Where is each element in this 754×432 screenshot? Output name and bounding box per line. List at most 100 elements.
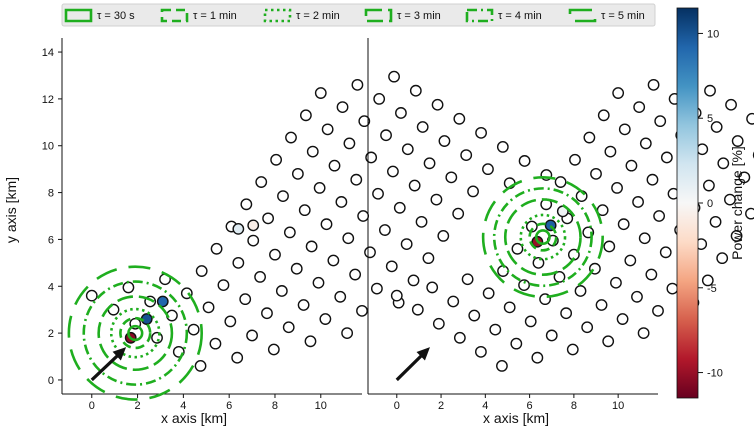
turbine-marker [637, 327, 650, 340]
turbine-marker [704, 84, 716, 97]
turbine-marker [618, 123, 631, 136]
turbine-marker [393, 201, 406, 214]
turbine-marker [482, 163, 494, 176]
turbine-marker [373, 92, 386, 105]
turbine-marker [358, 115, 371, 128]
turbine-marker [452, 207, 465, 220]
turbine-marker [379, 224, 391, 236]
turbine-marker [453, 331, 466, 344]
turbine-marker [554, 176, 567, 188]
turbine-marker [625, 159, 638, 172]
turbine-marker [632, 196, 644, 208]
turbine-marker [195, 265, 208, 277]
turbine-marker [246, 329, 258, 342]
turbine-marker [342, 232, 355, 245]
turbine-marker [298, 204, 311, 217]
turbine-marker [262, 212, 275, 225]
turbine-marker [270, 153, 283, 166]
turbine-marker [633, 101, 646, 113]
turbine-marker [321, 123, 334, 136]
turbine-marker [453, 112, 466, 125]
turbine-marker [254, 270, 266, 283]
legend-label-3min: τ = 3 min [397, 10, 441, 22]
legend-entry-3: τ = 3 min [364, 8, 441, 23]
turbine-marker [746, 112, 754, 125]
left-panel: y axis [km] x axis [km] 0 2 4 6 8 10 0 2 4 6 8 10 12… [3, 38, 553, 426]
x-tick-label: 8 [272, 400, 278, 412]
legend-symbol-4min [465, 8, 494, 23]
highlighted-turbine-marker [156, 295, 169, 308]
turbine-marker [652, 304, 664, 317]
turbine-marker [285, 131, 297, 144]
turbine-marker [624, 254, 637, 267]
turbine-marker [430, 193, 443, 206]
tau-circle [109, 307, 161, 359]
legend: τ = 30 s τ = 1 min τ = 2 min τ = 3 min τ… [61, 3, 656, 27]
x-tick-label: 2 [438, 400, 444, 412]
legend-entry-1: τ = 1 min [160, 8, 237, 23]
turbine-marker [380, 129, 392, 142]
turbine-marker [306, 145, 319, 158]
y-tick-label: 14 [42, 47, 54, 59]
turbine-marker [653, 210, 666, 222]
y-tick-label: 8 [48, 188, 54, 200]
turbine-marker [224, 315, 237, 328]
turbine-marker [438, 135, 451, 147]
wind-arrow-shaft [395, 352, 426, 382]
turbine-marker [710, 121, 723, 133]
turbine-marker [327, 254, 340, 267]
turbine-marker [616, 313, 629, 325]
turbine-marker [312, 276, 325, 289]
turbine-marker [231, 351, 244, 364]
turbine-marker [724, 193, 736, 206]
turbine-marker [290, 262, 303, 275]
tau-circle [528, 222, 558, 252]
turbine-marker [482, 287, 495, 300]
turbine-marker [336, 101, 349, 113]
turbine-marker [350, 173, 363, 186]
turbine-marker [496, 141, 509, 153]
colorbar-label: Power change [%] [729, 146, 745, 260]
turbine-marker [423, 157, 436, 170]
turbine-marker [122, 281, 135, 294]
turbine-marker [255, 176, 268, 188]
turbine-marker [475, 126, 487, 139]
turbine-marker [645, 268, 658, 281]
turbine-marker [395, 107, 407, 119]
turbine-marker [745, 207, 754, 220]
y-tick-label: 2 [48, 328, 54, 340]
turbine-marker [597, 109, 610, 122]
turbine-marker [422, 252, 435, 265]
turbine-marker [343, 137, 356, 150]
turbine-marker [390, 289, 403, 302]
turbine-marker [334, 290, 347, 303]
turbine-marker [409, 84, 422, 97]
turbine-marker [703, 179, 715, 192]
y-tick-label: 10 [42, 141, 54, 153]
turbine-marker [275, 285, 288, 297]
legend-box [61, 3, 656, 27]
turbine-marker [282, 321, 295, 334]
turbine-marker [411, 303, 424, 316]
legend-entry-0: τ = 30 s [64, 8, 135, 23]
turbine-marker [426, 281, 439, 294]
turbine-marker [460, 149, 473, 162]
turbine-marker [725, 98, 737, 111]
turbine-marker [432, 317, 445, 330]
x-tick-label: 4 [180, 400, 186, 412]
wind-arrow-head [112, 347, 127, 361]
turbine-marker [232, 256, 245, 269]
turbine-marker [356, 304, 368, 317]
highlighted-turbine-marker [247, 219, 260, 232]
turbine-marker [187, 323, 200, 336]
colorbar-gradient [676, 7, 699, 399]
turbine-marker [151, 331, 163, 344]
turbine-marker [511, 242, 524, 255]
turbine-marker [194, 359, 207, 372]
turbine-marker [654, 115, 667, 128]
x-tick-label: 10 [612, 400, 624, 412]
turbine-marker [611, 181, 623, 194]
colorbar-tick-label: 5 [707, 113, 713, 125]
legend-label-5min: τ = 5 min [601, 10, 645, 22]
